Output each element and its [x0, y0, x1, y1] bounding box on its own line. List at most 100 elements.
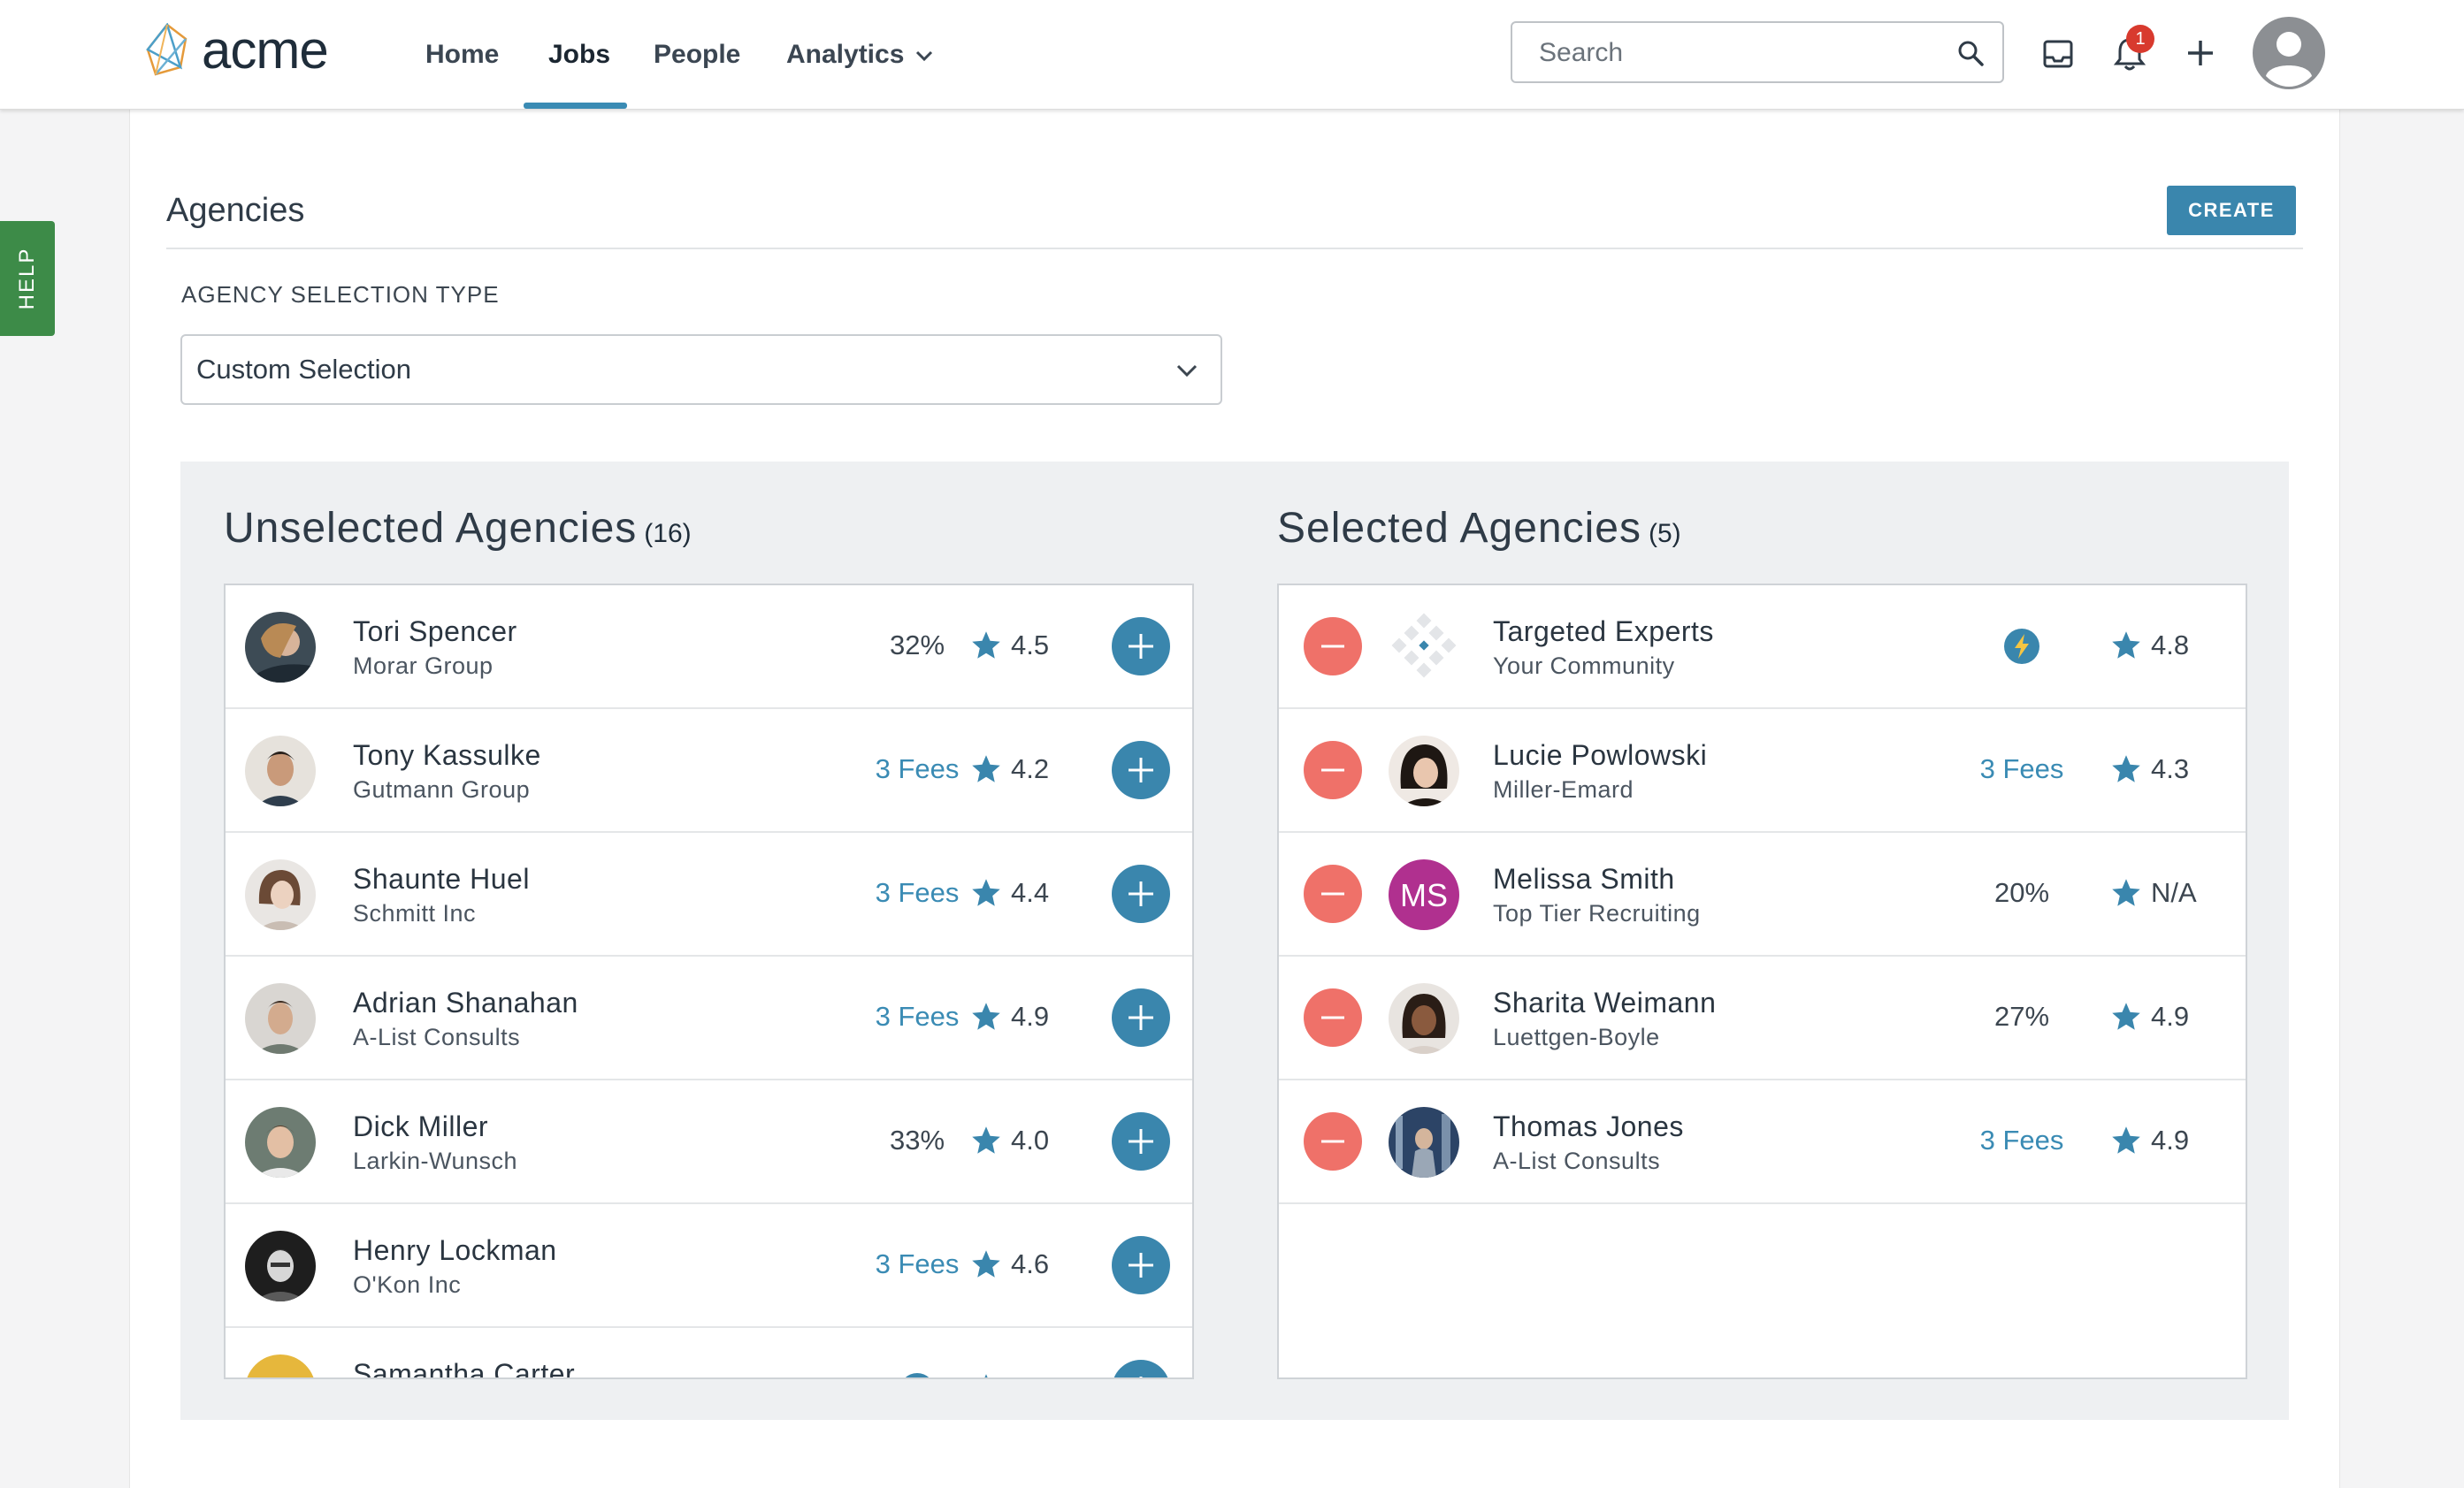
agency-fee: 33%	[889, 1125, 945, 1156]
plus-icon	[1129, 1005, 1153, 1030]
create-button[interactable]: CREATE	[2167, 186, 2296, 235]
agency-name: Samantha Carter	[353, 1358, 576, 1379]
plus-icon[interactable]	[2185, 37, 2216, 69]
agency-rating-value: 4.2	[1011, 753, 1050, 784]
minus-icon	[1321, 892, 1344, 896]
add-agency-button[interactable]	[1112, 617, 1170, 675]
minus-icon	[1321, 768, 1344, 772]
agency-name: Adrian Shanahan	[353, 987, 578, 1019]
avatar	[245, 1107, 316, 1178]
remove-agency-button[interactable]	[1304, 617, 1362, 675]
help-tab[interactable]: HELP	[0, 221, 55, 336]
selected-title: Selected Agencies (5)	[1277, 504, 1681, 553]
agency-fees-link[interactable]: 3 Fees	[1979, 753, 2064, 784]
divider	[166, 248, 2303, 249]
add-agency-button[interactable]	[1112, 1112, 1170, 1171]
agency-fees-link[interactable]: 3 Fees	[1979, 1125, 2064, 1156]
lightning-bolt-icon	[905, 1373, 930, 1377]
page-title: Agencies	[166, 192, 305, 229]
star-icon	[2112, 631, 2140, 659]
agency-company: Schmitt Inc	[353, 900, 477, 927]
add-agency-button[interactable]	[1112, 988, 1170, 1047]
agency-selection-panel: Unselected Agencies (16) Tori Spencer Mor…	[180, 462, 2289, 1420]
agency-company: Morar Group	[353, 652, 494, 679]
agency-name: Tony Kassulke	[353, 739, 541, 771]
minus-icon	[1321, 1140, 1344, 1143]
agency-company: A-List Consults	[353, 1024, 521, 1050]
agency-rating-value: 4.8	[2151, 630, 2190, 660]
selected-list[interactable]: Targeted Experts Your Community 4.8	[1277, 584, 2247, 1379]
agency-rating: 4.0	[970, 1125, 1049, 1156]
plus-icon	[1129, 881, 1153, 906]
help-label: HELP	[15, 247, 39, 310]
agency-rating-value: 4.9	[2151, 1125, 2190, 1156]
star-icon	[972, 1126, 1000, 1154]
agency-company: Gutmann Group	[353, 776, 531, 803]
user-avatar-icon[interactable]	[2252, 16, 2326, 90]
agency-rating: 4.8	[2110, 630, 2189, 661]
content-card: Agencies CREATE AGENCY SELECTION TYPE Cu…	[129, 109, 2340, 1488]
agency-rating: N/A	[2110, 877, 2197, 909]
logo-mark-icon	[146, 23, 187, 76]
agency-rating-value: 4.6	[1011, 1248, 1050, 1279]
plus-icon	[1129, 758, 1153, 782]
selected-count: (5)	[1648, 519, 1681, 548]
list-item: Sharita Weimann Luettgen-Boyle 27% 4.9	[1279, 957, 2246, 1080]
nav-analytics-label: Analytics	[786, 40, 905, 69]
agency-name: Tori Spencer	[353, 615, 517, 647]
agency-company: Larkin-Wunsch	[353, 1148, 518, 1174]
list-item: MS Melissa Smith Top Tier Recruiting 20%…	[1279, 833, 2246, 957]
unselected-list[interactable]: Tori Spencer Morar Group 32% 4.5 Tony Ka…	[224, 584, 1194, 1379]
agency-rating: 4.3	[2110, 753, 2189, 785]
selection-type-value: Custom Selection	[196, 354, 411, 385]
remove-agency-button[interactable]	[1304, 865, 1362, 923]
star-icon	[2112, 755, 2140, 782]
agency-fees-link[interactable]: 3 Fees	[875, 753, 960, 784]
remove-agency-button[interactable]	[1304, 988, 1362, 1047]
search-icon[interactable]	[1956, 39, 1985, 67]
chevron-down-icon	[916, 51, 933, 62]
plus-icon	[1129, 634, 1153, 659]
agency-fee: 20%	[1993, 877, 2050, 908]
preferred-badge	[1960, 628, 2084, 665]
inbox-icon[interactable]	[2041, 37, 2075, 71]
list-item: Targeted Experts Your Community 4.8	[1279, 585, 2246, 709]
search-input[interactable]	[1512, 23, 1965, 83]
nav-people[interactable]: People	[654, 40, 741, 69]
add-agency-button[interactable]	[1112, 1360, 1170, 1377]
agency-rating-value: 4.4	[1011, 877, 1050, 908]
star-icon	[972, 1003, 1000, 1030]
nav-analytics[interactable]: Analytics	[786, 37, 934, 72]
agency-rating: 4.9	[2110, 1001, 2189, 1033]
add-agency-button[interactable]	[1112, 1236, 1170, 1294]
selected-title-label: Selected Agencies	[1277, 505, 1641, 552]
nav-home[interactable]: Home	[425, 40, 500, 69]
remove-agency-button[interactable]	[1304, 1112, 1362, 1171]
agency-fees-link[interactable]: 3 Fees	[875, 1248, 960, 1279]
lightning-bolt-icon	[2004, 629, 2039, 664]
agency-fees-link[interactable]: 3 Fees	[875, 877, 960, 908]
plus-icon	[1129, 1253, 1153, 1278]
selection-type-select[interactable]: Custom Selection	[180, 334, 1222, 405]
agency-company: Top Tier Recruiting	[1493, 900, 1701, 927]
brand-name: acme	[202, 20, 329, 80]
agency-rating: 4.2	[970, 753, 1049, 785]
avatar	[1389, 1107, 1459, 1178]
avatar	[245, 1231, 316, 1301]
add-agency-button[interactable]	[1112, 741, 1170, 799]
nav-jobs[interactable]: Jobs	[548, 40, 611, 69]
remove-agency-button[interactable]	[1304, 741, 1362, 799]
avatar-initials: MS	[1389, 859, 1459, 930]
list-item: SC Samantha Carter N/A	[226, 1328, 1192, 1379]
minus-icon	[1321, 1016, 1344, 1019]
star-icon	[972, 631, 1000, 659]
agency-rating: 4.9	[2110, 1125, 2189, 1156]
brand-logo[interactable]: acme	[145, 20, 329, 80]
add-agency-button[interactable]	[1112, 865, 1170, 923]
agency-rating: 4.9	[970, 1001, 1049, 1033]
list-item: Shaunte Huel Schmitt Inc 3 Fees 4.4	[226, 833, 1192, 957]
community-logo-icon	[1389, 612, 1459, 683]
avatar-initials-text: SC	[245, 1372, 316, 1377]
agency-name: Henry Lockman	[353, 1234, 557, 1266]
agency-fees-link[interactable]: 3 Fees	[875, 1001, 960, 1032]
